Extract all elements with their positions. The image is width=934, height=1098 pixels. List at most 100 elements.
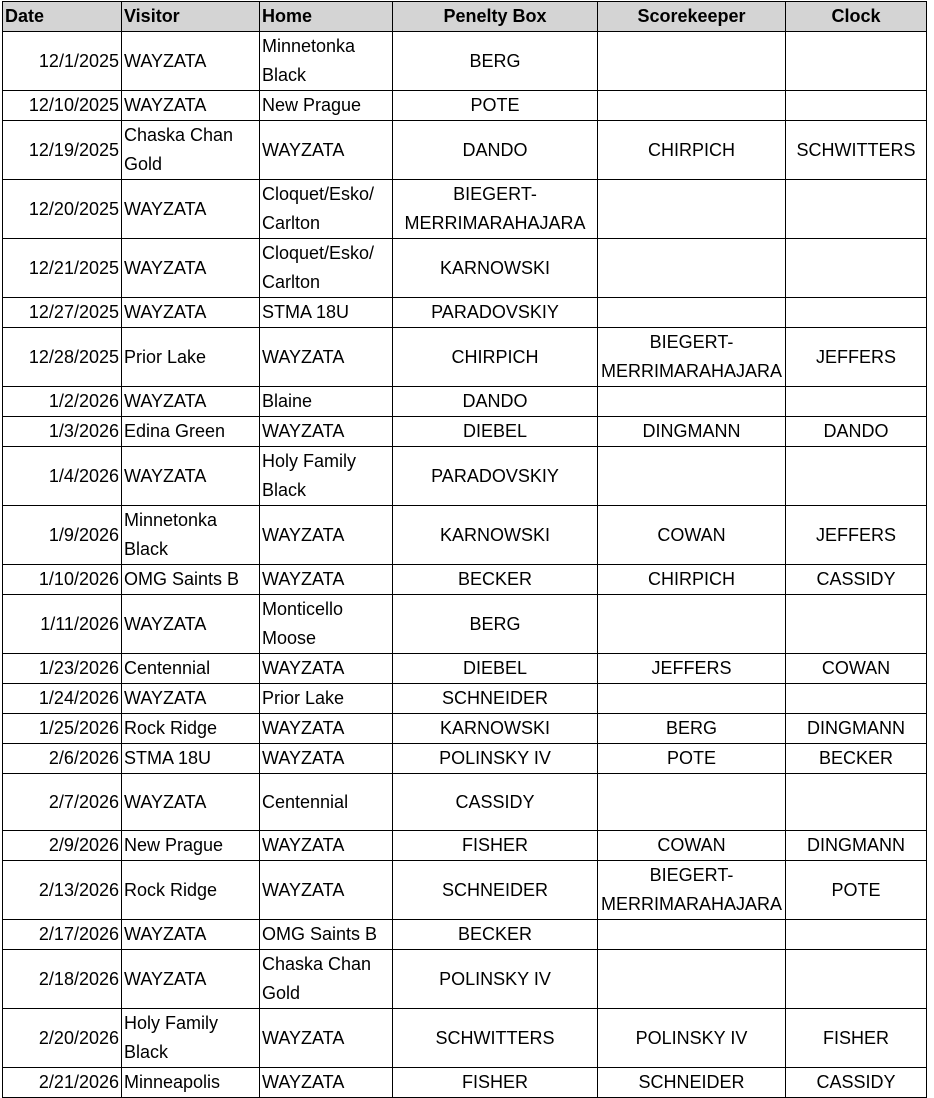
cell-clock[interactable]: DINGMANN — [785, 713, 927, 744]
cell-date[interactable]: 2/17/2026 — [2, 919, 122, 950]
cell-penalty-box[interactable]: DANDO — [392, 386, 598, 417]
cell-home[interactable]: Cloquet/Esko/ Carlton — [259, 179, 393, 239]
cell-date[interactable]: 1/9/2026 — [2, 505, 122, 565]
cell-date[interactable]: 1/10/2026 — [2, 564, 122, 595]
cell-visitor[interactable]: Minneapolis — [121, 1067, 260, 1098]
cell-home[interactable]: Minnetonka Black — [259, 31, 393, 91]
cell-scorekeeper[interactable]: DINGMANN — [597, 416, 786, 447]
cell-home[interactable]: WAYZATA — [259, 653, 393, 684]
cell-clock[interactable] — [785, 386, 927, 417]
cell-scorekeeper[interactable] — [597, 594, 786, 654]
cell-scorekeeper[interactable] — [597, 31, 786, 91]
cell-home[interactable]: Prior Lake — [259, 683, 393, 714]
cell-date[interactable]: 1/11/2026 — [2, 594, 122, 654]
cell-scorekeeper[interactable] — [597, 90, 786, 121]
cell-penalty-box[interactable]: CHIRPICH — [392, 327, 598, 387]
cell-penalty-box[interactable]: PARADOVSKIY — [392, 297, 598, 328]
cell-clock[interactable] — [785, 773, 927, 831]
cell-clock[interactable]: DANDO — [785, 416, 927, 447]
cell-visitor[interactable]: WAYZATA — [121, 446, 260, 506]
cell-date[interactable]: 12/20/2025 — [2, 179, 122, 239]
cell-penalty-box[interactable]: POLINSKY IV — [392, 743, 598, 774]
cell-date[interactable]: 12/28/2025 — [2, 327, 122, 387]
cell-penalty-box[interactable]: DANDO — [392, 120, 598, 180]
cell-penalty-box[interactable]: SCHWITTERS — [392, 1008, 598, 1068]
cell-penalty-box[interactable]: SCHNEIDER — [392, 683, 598, 714]
cell-clock[interactable] — [785, 90, 927, 121]
cell-home[interactable]: WAYZATA — [259, 416, 393, 447]
cell-visitor[interactable]: WAYZATA — [121, 773, 260, 831]
cell-home[interactable]: WAYZATA — [259, 830, 393, 861]
cell-home[interactable]: STMA 18U — [259, 297, 393, 328]
cell-clock[interactable]: COWAN — [785, 653, 927, 684]
cell-visitor[interactable]: STMA 18U — [121, 743, 260, 774]
cell-penalty-box[interactable]: DIEBEL — [392, 653, 598, 684]
cell-clock[interactable]: JEFFERS — [785, 327, 927, 387]
cell-scorekeeper[interactable] — [597, 386, 786, 417]
cell-home[interactable]: WAYZATA — [259, 120, 393, 180]
cell-date[interactable]: 1/2/2026 — [2, 386, 122, 417]
cell-clock[interactable] — [785, 683, 927, 714]
cell-date[interactable]: 1/3/2026 — [2, 416, 122, 447]
cell-visitor[interactable]: WAYZATA — [121, 949, 260, 1009]
cell-date[interactable]: 12/19/2025 — [2, 120, 122, 180]
cell-scorekeeper[interactable] — [597, 446, 786, 506]
cell-penalty-box[interactable]: PARADOVSKIY — [392, 446, 598, 506]
cell-penalty-box[interactable]: CASSIDY — [392, 773, 598, 831]
cell-date[interactable]: 1/24/2026 — [2, 683, 122, 714]
cell-home[interactable]: Holy Family Black — [259, 446, 393, 506]
cell-clock[interactable]: BECKER — [785, 743, 927, 774]
cell-date[interactable]: 12/10/2025 — [2, 90, 122, 121]
cell-visitor[interactable]: WAYZATA — [121, 31, 260, 91]
cell-penalty-box[interactable]: BIEGERT- MERRIMARAHAJARA — [392, 179, 598, 239]
cell-date[interactable]: 2/6/2026 — [2, 743, 122, 774]
cell-scorekeeper[interactable] — [597, 949, 786, 1009]
cell-home[interactable]: WAYZATA — [259, 327, 393, 387]
cell-home[interactable]: New Prague — [259, 90, 393, 121]
cell-visitor[interactable]: Edina Green — [121, 416, 260, 447]
cell-clock[interactable]: FISHER — [785, 1008, 927, 1068]
cell-penalty-box[interactable]: BECKER — [392, 919, 598, 950]
cell-date[interactable]: 12/1/2025 — [2, 31, 122, 91]
cell-home[interactable]: WAYZATA — [259, 860, 393, 920]
cell-visitor[interactable]: OMG Saints B — [121, 564, 260, 595]
cell-penalty-box[interactable]: BERG — [392, 594, 598, 654]
cell-clock[interactable] — [785, 594, 927, 654]
cell-penalty-box[interactable]: POLINSKY IV — [392, 949, 598, 1009]
cell-penalty-box[interactable]: FISHER — [392, 830, 598, 861]
cell-home[interactable]: WAYZATA — [259, 713, 393, 744]
cell-date[interactable]: 2/13/2026 — [2, 860, 122, 920]
cell-scorekeeper[interactable] — [597, 683, 786, 714]
cell-penalty-box[interactable]: FISHER — [392, 1067, 598, 1098]
cell-date[interactable]: 2/21/2026 — [2, 1067, 122, 1098]
cell-visitor[interactable]: WAYZATA — [121, 386, 260, 417]
cell-clock[interactable] — [785, 949, 927, 1009]
cell-visitor[interactable]: New Prague — [121, 830, 260, 861]
cell-scorekeeper[interactable]: COWAN — [597, 505, 786, 565]
cell-clock[interactable] — [785, 179, 927, 239]
cell-penalty-box[interactable]: POTE — [392, 90, 598, 121]
cell-visitor[interactable]: Rock Ridge — [121, 860, 260, 920]
cell-scorekeeper[interactable] — [597, 773, 786, 831]
cell-visitor[interactable]: Holy Family Black — [121, 1008, 260, 1068]
cell-date[interactable]: 12/27/2025 — [2, 297, 122, 328]
cell-date[interactable]: 2/20/2026 — [2, 1008, 122, 1068]
cell-clock[interactable] — [785, 238, 927, 298]
cell-clock[interactable]: CASSIDY — [785, 1067, 927, 1098]
cell-scorekeeper[interactable] — [597, 919, 786, 950]
cell-date[interactable]: 2/18/2026 — [2, 949, 122, 1009]
cell-visitor[interactable]: WAYZATA — [121, 683, 260, 714]
cell-scorekeeper[interactable]: SCHNEIDER — [597, 1067, 786, 1098]
cell-clock[interactable] — [785, 919, 927, 950]
cell-visitor[interactable]: Prior Lake — [121, 327, 260, 387]
cell-clock[interactable]: JEFFERS — [785, 505, 927, 565]
cell-date[interactable]: 1/23/2026 — [2, 653, 122, 684]
cell-penalty-box[interactable]: BECKER — [392, 564, 598, 595]
cell-visitor[interactable]: Centennial — [121, 653, 260, 684]
cell-visitor[interactable]: Minnetonka Black — [121, 505, 260, 565]
cell-penalty-box[interactable]: BERG — [392, 31, 598, 91]
cell-clock[interactable]: SCHWITTERS — [785, 120, 927, 180]
cell-home[interactable]: Cloquet/Esko/ Carlton — [259, 238, 393, 298]
cell-clock[interactable]: CASSIDY — [785, 564, 927, 595]
cell-date[interactable]: 1/4/2026 — [2, 446, 122, 506]
